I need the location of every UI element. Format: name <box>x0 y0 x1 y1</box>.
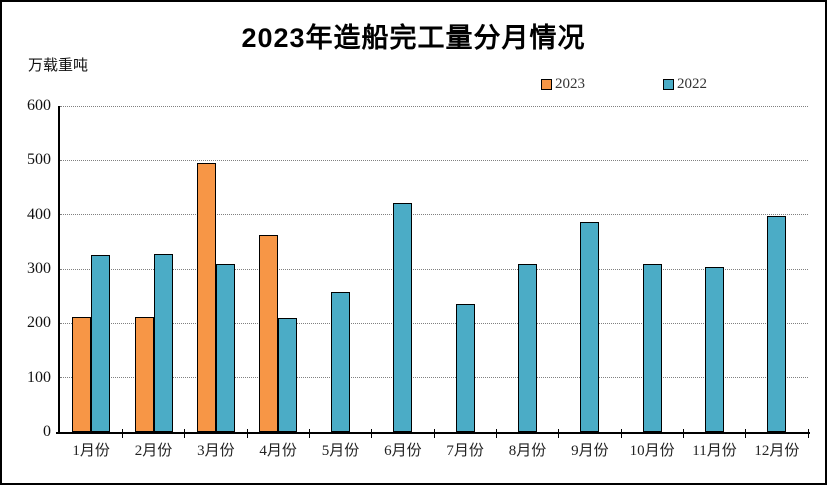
gridline-300 <box>60 268 808 270</box>
gridline-500 <box>60 159 808 161</box>
x-axis-tick <box>184 429 186 438</box>
bar-2022-4月份 <box>278 317 298 432</box>
gridline-100 <box>60 377 808 379</box>
x-axis-tick <box>433 429 435 438</box>
x-axis-tick <box>682 429 684 438</box>
legend-label-2022: 2022 <box>677 76 707 92</box>
x-axis-tick <box>807 429 809 438</box>
x-axis-tick <box>121 429 123 438</box>
bar-2022-5月份 <box>331 292 350 432</box>
x-axis-label: 4月份 <box>259 443 297 459</box>
bar-2022-9月份 <box>580 222 600 432</box>
x-axis-label: 12月份 <box>754 443 800 459</box>
bar-2022-6月份 <box>393 203 413 432</box>
gridline-400 <box>60 214 808 216</box>
x-axis-tick <box>371 429 373 438</box>
legend-swatch-2023 <box>541 78 552 90</box>
bar-2022-2月份 <box>153 253 173 432</box>
x-axis-label: 7月份 <box>446 443 484 459</box>
bar-2023-3月份 <box>196 163 216 432</box>
y-axis-unit-label: 万载重吨 <box>28 58 89 74</box>
x-axis-label: 5月份 <box>321 443 360 459</box>
x-axis-tick <box>495 429 497 438</box>
y-axis-tick-label: 300 <box>27 260 51 277</box>
legend-item-2022: 2022 <box>663 76 707 92</box>
x-axis-line <box>56 432 810 434</box>
x-axis-tick <box>246 429 248 438</box>
x-axis-label: 10月份 <box>629 443 675 459</box>
x-axis-tick <box>620 429 622 438</box>
bar-2023-1月份 <box>72 317 92 432</box>
chart-title: 2023年造船完工量分月情况 <box>241 23 586 53</box>
legend-label-2023: 2023 <box>555 76 585 92</box>
bar-2023-2月份 <box>134 317 154 432</box>
y-axis-tick-label: 500 <box>27 151 51 169</box>
y-axis-tick-label: 400 <box>27 205 51 223</box>
x-axis-label: 3月份 <box>197 443 235 459</box>
y-axis-tick-label: 200 <box>27 314 51 332</box>
bar-2023-4月份 <box>259 234 279 432</box>
bar-2022-3月份 <box>215 264 235 432</box>
bar-2022-7月份 <box>455 303 475 432</box>
x-axis-label: 11月份 <box>692 443 737 459</box>
gridline-200 <box>60 322 808 324</box>
x-axis-tick <box>745 429 747 438</box>
x-axis-label: 6月份 <box>384 443 422 459</box>
x-axis-label: 2月份 <box>134 443 173 459</box>
bar-2022-11月份 <box>705 266 724 432</box>
y-axis-line <box>58 106 60 434</box>
bar-2022-12月份 <box>767 216 787 432</box>
legend-item-2023: 2023 <box>541 76 585 92</box>
x-axis-label: 9月份 <box>571 443 609 459</box>
bar-2022-10月份 <box>642 264 662 432</box>
x-axis-label: 8月份 <box>508 443 547 459</box>
bar-2022-8月份 <box>518 263 537 432</box>
x-axis-tick <box>308 429 310 438</box>
x-axis-label: 1月份 <box>72 443 110 459</box>
x-axis-tick <box>558 429 560 438</box>
bar-2022-1月份 <box>91 254 111 432</box>
y-axis-tick-label: 0 <box>43 423 51 440</box>
legend-swatch-2022 <box>663 78 674 90</box>
legend: 2023 2022 <box>2 76 825 94</box>
gridline-600 <box>60 105 808 107</box>
y-axis-tick-label: 100 <box>27 368 51 386</box>
y-axis-tick-label: 600 <box>27 97 51 114</box>
